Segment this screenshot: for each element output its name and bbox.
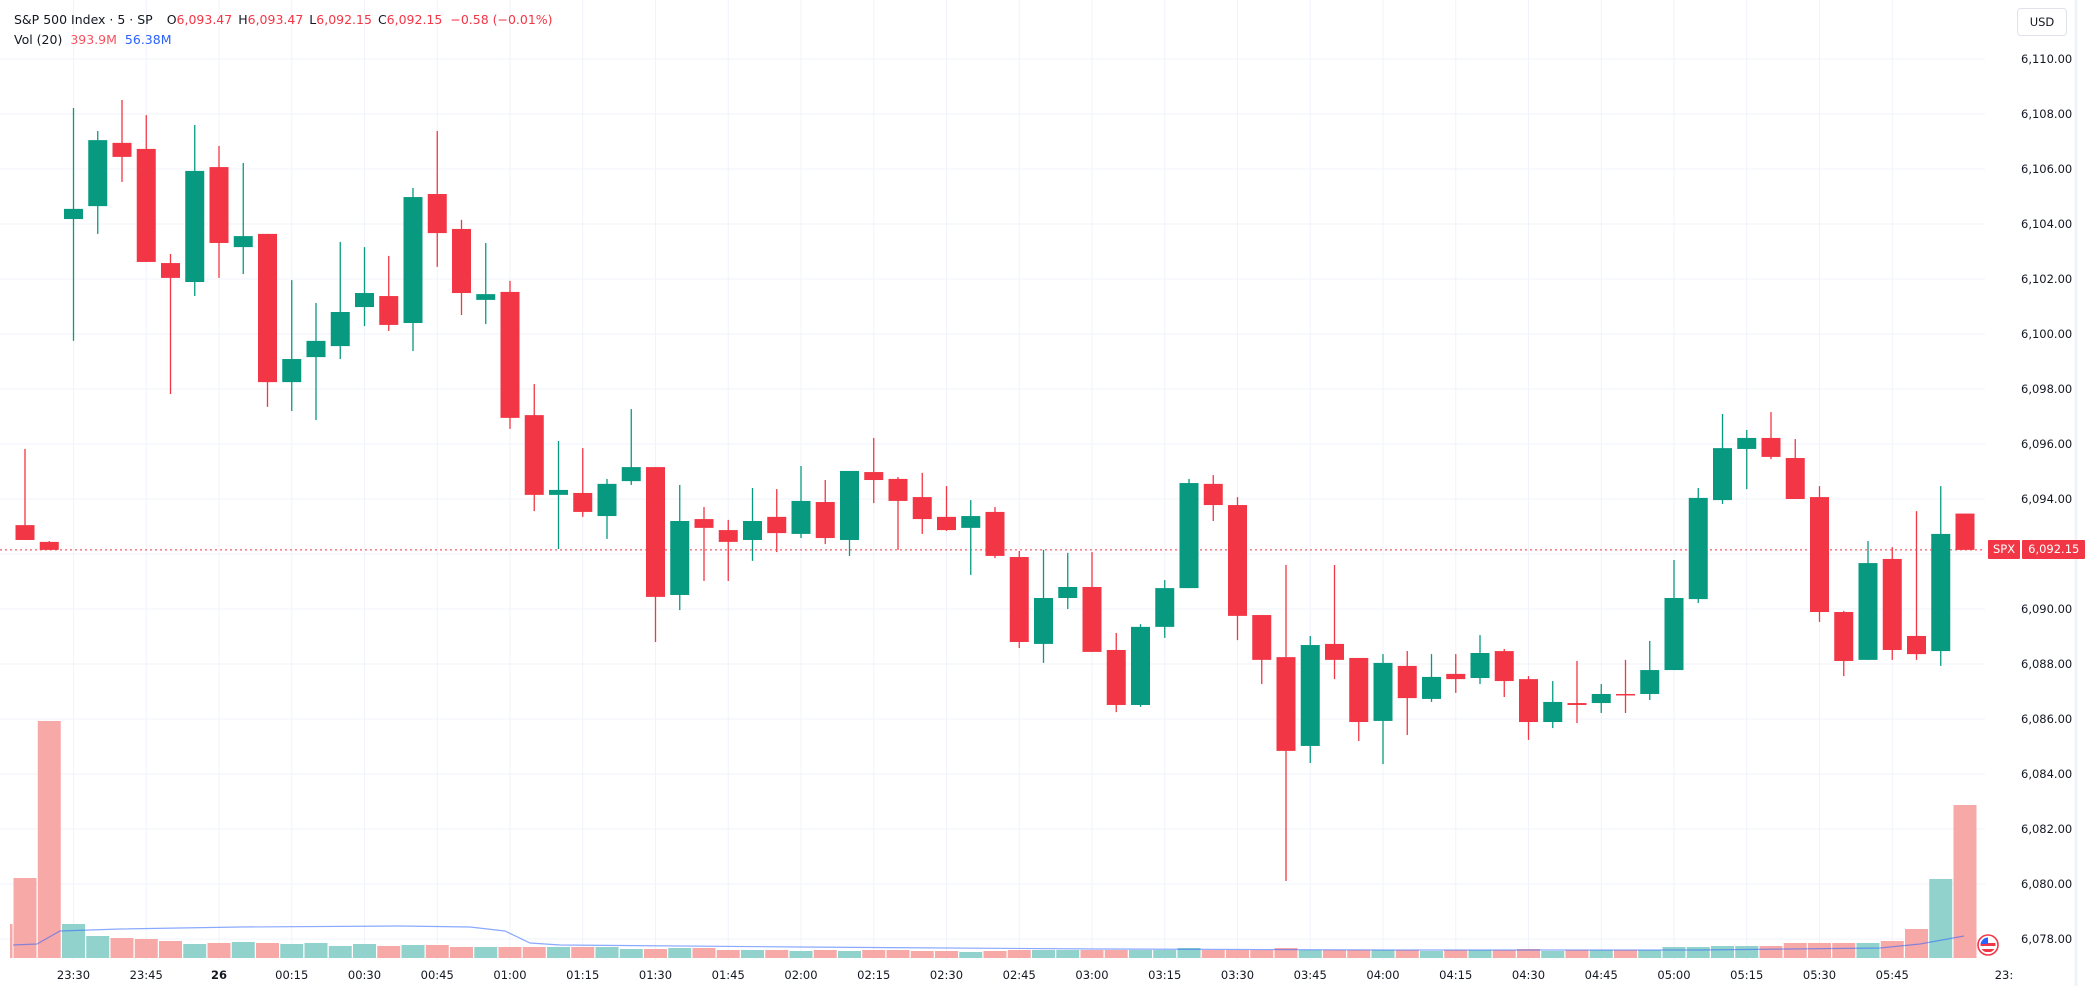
svg-text:02:00: 02:00 bbox=[784, 968, 817, 982]
svg-text:03:15: 03:15 bbox=[1148, 968, 1181, 982]
change-value: −0.58 (−0.01%) bbox=[450, 12, 553, 27]
svg-text:04:00: 04:00 bbox=[1366, 968, 1399, 982]
volume-ma-value: 56.38M bbox=[124, 32, 172, 47]
svg-text:6,106.00: 6,106.00 bbox=[2021, 162, 2072, 176]
svg-text:01:30: 01:30 bbox=[639, 968, 672, 982]
volume-value: 393.9M bbox=[70, 32, 117, 47]
high-value: 6,093.47 bbox=[247, 12, 304, 27]
svg-text:6,096.00: 6,096.00 bbox=[2021, 437, 2072, 451]
svg-text:01:45: 01:45 bbox=[712, 968, 745, 982]
svg-text:01:00: 01:00 bbox=[493, 968, 526, 982]
svg-text:00:45: 00:45 bbox=[421, 968, 454, 982]
svg-text:23:30: 23:30 bbox=[57, 968, 90, 982]
volume-indicator-label[interactable]: Vol (20) bbox=[14, 32, 63, 47]
svg-text:6,102.00: 6,102.00 bbox=[2021, 272, 2072, 286]
volume-bars bbox=[10, 721, 1977, 958]
high-label: H bbox=[238, 12, 248, 27]
open-value: 6,093.47 bbox=[176, 12, 233, 27]
svg-text:01:15: 01:15 bbox=[566, 968, 599, 982]
us-flag-icon[interactable] bbox=[1977, 934, 1999, 956]
svg-text:03:30: 03:30 bbox=[1221, 968, 1254, 982]
svg-text:6,098.00: 6,098.00 bbox=[2021, 382, 2072, 396]
last-price-value: 6,092.15 bbox=[2022, 540, 2086, 560]
svg-text:6,080.00: 6,080.00 bbox=[2021, 877, 2072, 891]
svg-text:02:45: 02:45 bbox=[1003, 968, 1036, 982]
low-label: L bbox=[309, 12, 317, 27]
svg-text:00:15: 00:15 bbox=[275, 968, 308, 982]
svg-text:6,104.00: 6,104.00 bbox=[2021, 217, 2072, 231]
svg-text:6,110.00: 6,110.00 bbox=[2021, 52, 2072, 66]
svg-text:04:15: 04:15 bbox=[1439, 968, 1472, 982]
svg-text:02:15: 02:15 bbox=[857, 968, 890, 982]
price-axis-labels: 6,110.00 6,108.00 6,106.00 6,104.00 6,102.00… bbox=[2021, 52, 2072, 946]
svg-text:02:30: 02:30 bbox=[930, 968, 963, 982]
svg-text:04:45: 04:45 bbox=[1585, 968, 1618, 982]
svg-text:6,090.00: 6,090.00 bbox=[2021, 602, 2072, 616]
svg-text:6,100.00: 6,100.00 bbox=[2021, 327, 2072, 341]
chart-legend: S&P 500 Index · 5 · SP O 6,093.47 H 6,093.… bbox=[14, 10, 553, 50]
svg-text:05:30: 05:30 bbox=[1803, 968, 1836, 982]
price-axis[interactable] bbox=[1985, 0, 2088, 986]
currency-button[interactable]: USD bbox=[2017, 8, 2067, 36]
close-value: 6,092.15 bbox=[386, 12, 443, 27]
svg-text:6,082.00: 6,082.00 bbox=[2021, 822, 2072, 836]
ohlc-row: S&P 500 Index · 5 · SP O 6,093.47 H 6,093.… bbox=[14, 10, 553, 30]
open-label: O bbox=[166, 12, 177, 27]
svg-text:6,086.00: 6,086.00 bbox=[2021, 712, 2072, 726]
symbol-title[interactable]: S&P 500 Index · 5 · SP bbox=[14, 12, 153, 27]
svg-text:00:30: 00:30 bbox=[348, 968, 381, 982]
last-price-symbol: SPX bbox=[1988, 540, 2021, 560]
svg-text:6,094.00: 6,094.00 bbox=[2021, 492, 2072, 506]
time-axis-labels[interactable]: 23:30 23:45 26 00:15 00:30 00:45 01:00 01:15 01:… bbox=[57, 968, 2013, 982]
svg-text:6,084.00: 6,084.00 bbox=[2021, 767, 2072, 781]
svg-text:05:45: 05:45 bbox=[1876, 968, 1909, 982]
low-value: 6,092.15 bbox=[316, 12, 372, 27]
svg-text:6,088.00: 6,088.00 bbox=[2021, 657, 2072, 671]
svg-text:05:00: 05:00 bbox=[1657, 968, 1690, 982]
svg-text:05:15: 05:15 bbox=[1730, 968, 1763, 982]
last-price-tag: SPX 6,092.15 bbox=[1988, 540, 2086, 560]
svg-text:6,078.00: 6,078.00 bbox=[2021, 932, 2072, 946]
svg-text:23:45: 23:45 bbox=[130, 968, 163, 982]
svg-text:23:: 23: bbox=[1995, 968, 2014, 982]
grid-lines bbox=[0, 0, 1985, 960]
svg-text:26: 26 bbox=[211, 968, 227, 982]
svg-text:03:45: 03:45 bbox=[1294, 968, 1327, 982]
candlestick-series bbox=[15, 99, 1975, 881]
volume-row: Vol (20) 393.9M 56.38M bbox=[14, 30, 553, 50]
volume-ma-line bbox=[12, 925, 1965, 951]
svg-text:04:30: 04:30 bbox=[1512, 968, 1545, 982]
close-label: C bbox=[377, 12, 387, 27]
svg-text:03:00: 03:00 bbox=[1075, 968, 1108, 982]
svg-text:6,108.00: 6,108.00 bbox=[2021, 107, 2072, 121]
